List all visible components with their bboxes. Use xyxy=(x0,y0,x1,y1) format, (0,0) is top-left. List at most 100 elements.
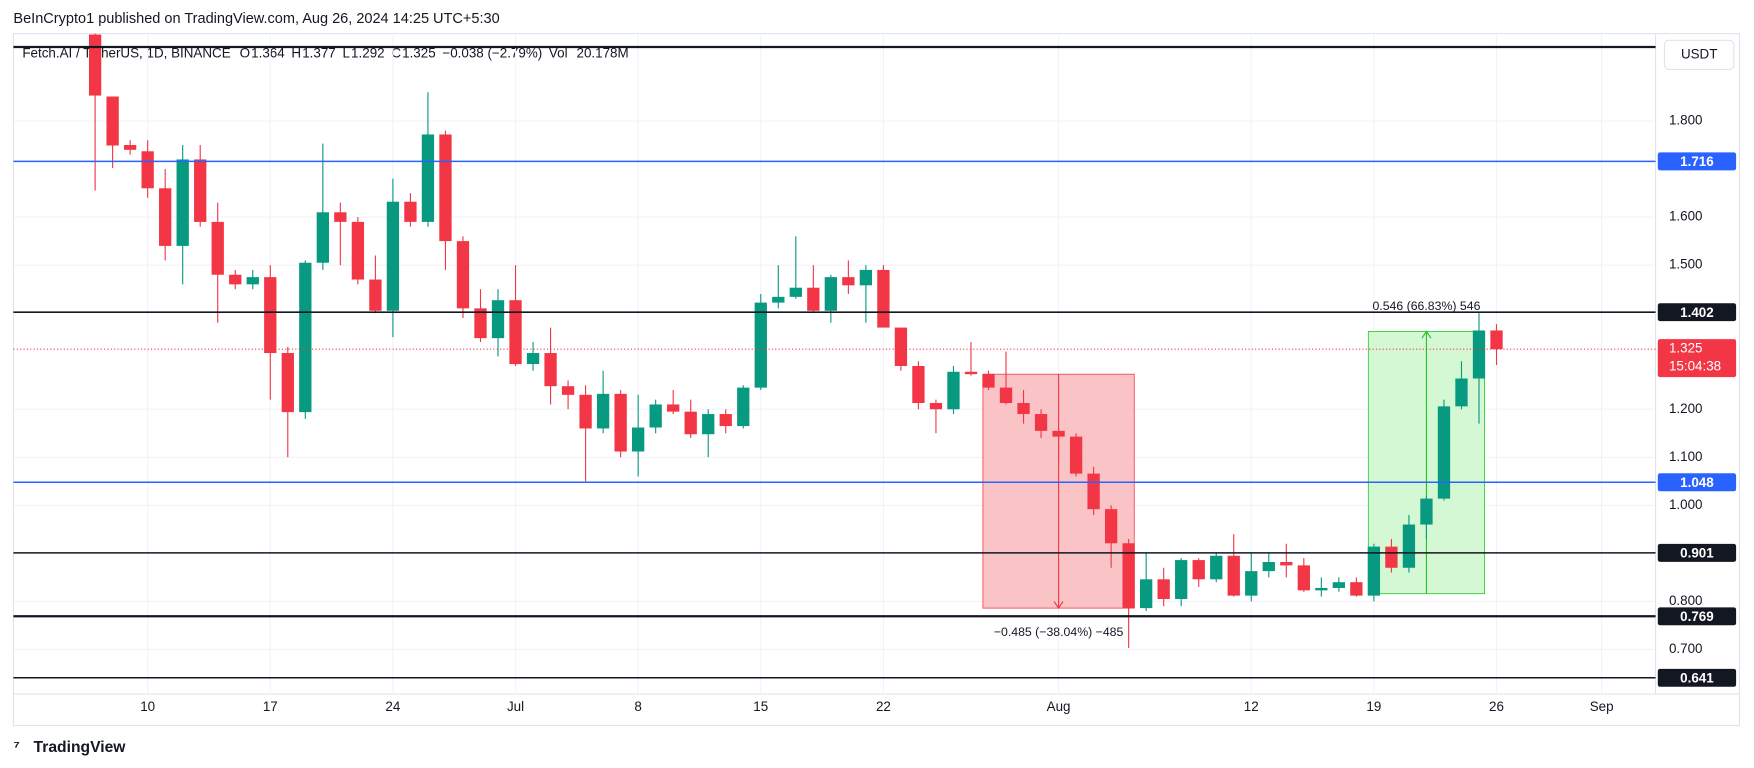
legend-item: Vol xyxy=(549,45,568,60)
y-tick-label: 1.500 xyxy=(1669,257,1703,272)
candle-body xyxy=(1385,546,1398,568)
x-tick-label: 15 xyxy=(753,699,768,714)
candle-body xyxy=(1472,330,1486,379)
candle-body xyxy=(1017,402,1030,415)
measure-arrow-head xyxy=(1421,330,1432,339)
currency[interactable]: USDT xyxy=(1681,46,1717,61)
candle-body xyxy=(1437,406,1451,499)
candle-body xyxy=(1104,509,1118,544)
candle-body xyxy=(631,427,645,452)
candle-body xyxy=(369,279,382,311)
candle-body xyxy=(561,386,575,395)
level-label: 1.048 xyxy=(1680,475,1714,490)
candle-body xyxy=(1350,582,1363,596)
candle-body xyxy=(614,393,627,452)
x-tick-label: 22 xyxy=(876,699,891,714)
level-label: 0.901 xyxy=(1680,546,1714,561)
publisher: BeInCrypto1 published on TradingView.com… xyxy=(13,11,499,27)
candle-body xyxy=(859,269,873,286)
candle-body xyxy=(474,308,487,339)
level-badge xyxy=(1657,543,1737,562)
x-tick-label: 17 xyxy=(263,699,278,714)
level-badge xyxy=(1657,152,1737,171)
candle-body xyxy=(929,402,943,410)
candle-body xyxy=(439,134,452,242)
candle-body xyxy=(176,159,189,246)
level-label: 0.769 xyxy=(1680,609,1714,624)
measure-arrow-head xyxy=(1053,601,1064,610)
candle-body xyxy=(386,201,400,311)
candle-body xyxy=(509,300,522,365)
candle-body xyxy=(667,404,680,412)
level-label: 0.641 xyxy=(1680,670,1714,685)
candle-body xyxy=(106,96,119,146)
candle-body xyxy=(912,366,925,403)
candle-body xyxy=(982,374,995,388)
candle-body xyxy=(1455,378,1468,407)
candle-body xyxy=(141,151,154,189)
candle-body xyxy=(1332,582,1346,588)
x-tick-label: Sep xyxy=(1590,699,1614,714)
candle-body xyxy=(877,269,890,328)
y-tick-label: 1.200 xyxy=(1669,401,1703,416)
y-tick-label: 1.000 xyxy=(1669,497,1703,512)
legend-item: Fetch.AI / TetherUS, 1D, BINANCE xyxy=(22,45,230,60)
legend-item: −0.038 (−2.79%) xyxy=(442,45,542,60)
countdown: 15:04:38 xyxy=(1669,359,1721,374)
level-label: 1.716 xyxy=(1680,154,1714,169)
candle-body xyxy=(334,212,347,222)
legend-item: L xyxy=(342,45,350,60)
candle-body xyxy=(1087,473,1100,510)
candle-body xyxy=(1227,555,1240,596)
candle-body xyxy=(544,353,557,387)
candle-body xyxy=(264,277,277,354)
legend-item: 1.364 xyxy=(251,45,285,60)
candle-body xyxy=(281,353,294,413)
candle-body xyxy=(1245,571,1258,596)
plot-area xyxy=(13,33,1656,695)
candle-body xyxy=(684,411,697,435)
candle-body xyxy=(421,134,435,222)
level-badge xyxy=(1657,668,1737,687)
candle-body xyxy=(789,287,802,297)
candle-body xyxy=(999,387,1013,403)
y-tick-label: 1.600 xyxy=(1669,209,1703,224)
candle-body xyxy=(1157,579,1170,599)
candle-body xyxy=(1402,524,1416,568)
x-tick-label: Jul xyxy=(507,699,524,714)
x-tick-label: 26 xyxy=(1489,699,1504,714)
candle-body xyxy=(649,404,662,428)
x-tick-label: 12 xyxy=(1244,699,1259,714)
candle-body xyxy=(772,296,785,303)
candle-body xyxy=(1192,560,1205,580)
candle-body xyxy=(404,201,417,222)
candle-body xyxy=(194,159,207,222)
last-price-label: 1.325 xyxy=(1669,341,1703,356)
candle-body xyxy=(596,393,610,429)
y-tick-label: 0.800 xyxy=(1669,593,1703,608)
legend-item: O xyxy=(240,45,250,60)
legend: Fetch.AI / TetherUS, 1D, BINANCE O 1.364 H 1… xyxy=(22,45,628,60)
candle-body xyxy=(456,241,470,309)
candle-body xyxy=(737,387,750,427)
candle-body xyxy=(1175,560,1188,599)
candle-body xyxy=(702,414,715,435)
candle-body xyxy=(491,300,505,339)
candle-body xyxy=(526,353,540,365)
candle-body xyxy=(1210,555,1223,580)
candle-body xyxy=(807,287,820,311)
candle-body xyxy=(842,277,855,286)
x-tick-label: 8 xyxy=(634,699,641,714)
candle-body xyxy=(1034,414,1048,431)
candle-body xyxy=(719,414,732,427)
candle-body xyxy=(246,277,259,285)
candle-body xyxy=(316,212,329,263)
candle-body xyxy=(947,371,960,410)
currency-button[interactable] xyxy=(1663,39,1735,70)
candle-body xyxy=(1490,330,1503,350)
candle-body xyxy=(159,188,172,246)
candle-body xyxy=(1367,546,1381,596)
candle-body xyxy=(229,274,242,285)
